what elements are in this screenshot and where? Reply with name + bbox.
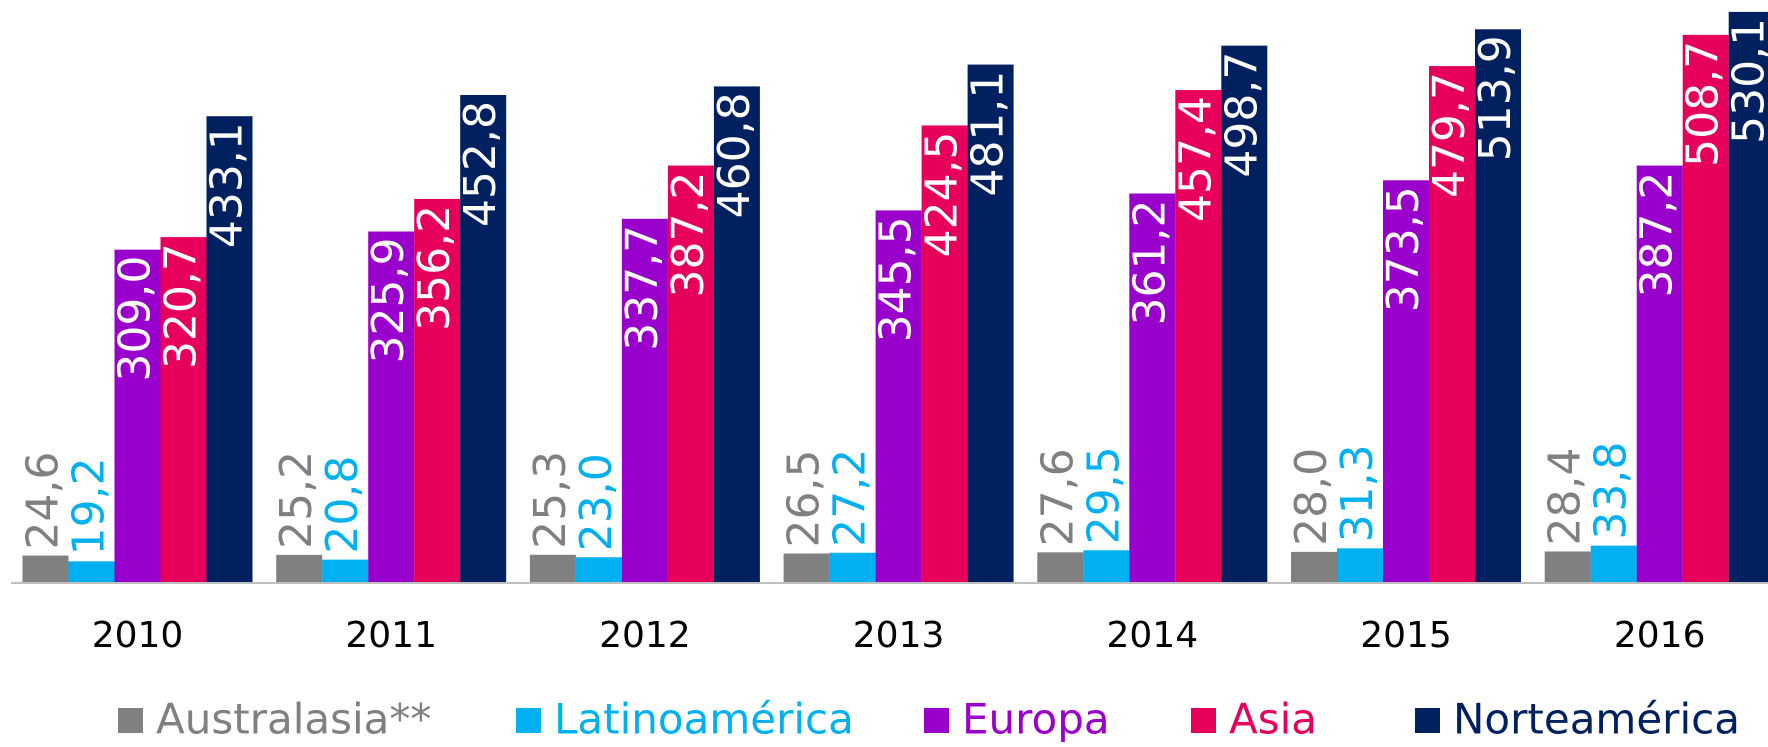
bar <box>1337 548 1383 582</box>
data-label: 498,7 <box>1216 52 1267 178</box>
data-label: 457,4 <box>1170 96 1221 222</box>
x-tick-label: 2011 <box>345 615 437 656</box>
data-label: 530,1 <box>1724 18 1768 144</box>
data-label: 26,5 <box>779 450 830 548</box>
x-tick-label: 2015 <box>1360 615 1452 656</box>
data-label: 309,0 <box>110 256 161 382</box>
bar <box>1083 550 1130 582</box>
legend-label: Europa <box>962 695 1110 744</box>
bar <box>114 249 161 582</box>
bar <box>667 165 714 582</box>
data-label: 424,5 <box>917 131 968 257</box>
x-tick-label: 2016 <box>1614 615 1706 656</box>
bar <box>921 125 968 582</box>
bar <box>322 559 369 582</box>
legend-swatch <box>1415 708 1440 733</box>
bar <box>529 554 576 582</box>
data-label: 33,8 <box>1586 442 1637 540</box>
bar <box>1037 552 1084 582</box>
data-label: 27,2 <box>825 449 876 547</box>
bar <box>68 561 115 582</box>
data-label: 24,6 <box>18 452 69 550</box>
bar <box>713 86 760 582</box>
data-label: 325,9 <box>363 237 414 363</box>
bar <box>1544 551 1591 582</box>
data-label: 20,8 <box>317 456 368 554</box>
data-label: 27,6 <box>1032 448 1083 546</box>
bar <box>414 198 461 582</box>
data-label: 31,3 <box>1332 444 1383 542</box>
legend-label: Latinoamérica <box>554 695 854 744</box>
data-label: 337,7 <box>617 225 668 351</box>
legend-swatch <box>1191 708 1216 733</box>
data-label: 28,4 <box>1540 447 1591 545</box>
legend-label: Norteamérica <box>1453 695 1740 744</box>
legend-swatch <box>516 708 541 733</box>
bar <box>206 116 253 582</box>
data-label: 19,2 <box>64 457 115 555</box>
data-label: 513,9 <box>1470 35 1521 161</box>
x-tick-label: 2010 <box>92 615 184 656</box>
bar <box>1383 180 1429 582</box>
bar <box>575 557 622 582</box>
data-label: 452,8 <box>455 101 506 227</box>
bar <box>460 95 507 582</box>
bar <box>1291 551 1337 582</box>
x-tick-label: 2014 <box>1106 615 1198 656</box>
data-label: 25,2 <box>271 451 322 549</box>
data-label: 25,3 <box>525 451 576 549</box>
data-label: 28,0 <box>1286 448 1337 546</box>
x-tick-label: 2013 <box>853 615 945 656</box>
bar <box>1636 165 1683 582</box>
bar <box>621 218 668 582</box>
data-label: 361,2 <box>1124 200 1175 326</box>
bar <box>22 555 69 582</box>
bar <box>783 553 830 582</box>
bar <box>160 237 207 582</box>
legend-label: Asia <box>1229 695 1317 744</box>
legend-swatch <box>118 708 143 733</box>
data-label: 479,7 <box>1424 72 1475 198</box>
legend-swatch <box>924 708 949 733</box>
bar <box>829 552 876 582</box>
data-label: 433,1 <box>202 122 253 248</box>
bar <box>875 210 922 583</box>
data-label: 345,5 <box>871 216 922 342</box>
bar <box>1728 11 1768 583</box>
data-label: 387,2 <box>663 172 714 298</box>
data-label: 373,5 <box>1378 186 1429 312</box>
bar <box>1129 193 1176 582</box>
x-tick-label: 2012 <box>599 615 691 656</box>
bar <box>1221 45 1268 583</box>
data-label: 387,2 <box>1632 172 1683 298</box>
bar <box>276 554 323 582</box>
bar <box>967 64 1014 582</box>
data-label: 460,8 <box>709 92 760 218</box>
data-label: 481,1 <box>963 71 1014 197</box>
bar <box>1429 66 1475 583</box>
bar <box>1590 545 1637 582</box>
legend-label: Australasia** <box>156 695 431 744</box>
bar <box>368 231 415 582</box>
data-label: 29,5 <box>1078 446 1129 544</box>
data-label: 23,0 <box>571 453 622 551</box>
data-label: 320,7 <box>156 243 207 369</box>
bar <box>1682 34 1729 583</box>
bar <box>1175 90 1222 583</box>
data-label: 508,7 <box>1678 41 1729 167</box>
bar <box>1475 29 1521 583</box>
data-label: 356,2 <box>409 205 460 331</box>
